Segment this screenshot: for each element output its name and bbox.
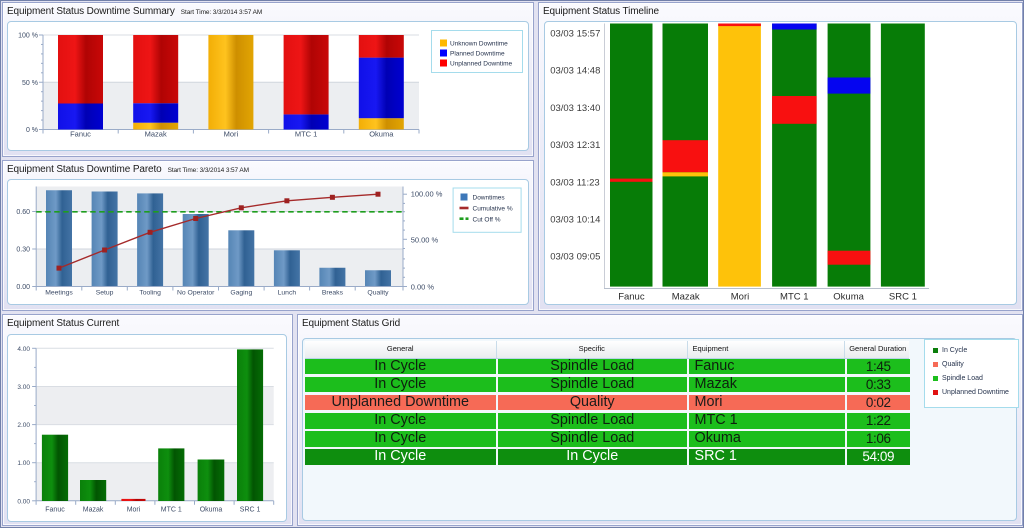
svg-text:50.00 %: 50.00 % bbox=[411, 236, 439, 245]
svg-text:Lunch: Lunch bbox=[278, 290, 297, 297]
svg-text:Quality: Quality bbox=[367, 290, 389, 297]
svg-text:No Operator: No Operator bbox=[177, 290, 215, 297]
svg-text:0.00: 0.00 bbox=[17, 498, 30, 505]
svg-text:Gaging: Gaging bbox=[230, 290, 252, 297]
svg-text:0.30: 0.30 bbox=[16, 247, 30, 254]
svg-text:50 %: 50 % bbox=[22, 80, 38, 87]
svg-text:0 %: 0 % bbox=[26, 127, 38, 134]
svg-text:Okuma: Okuma bbox=[833, 292, 864, 303]
svg-text:4.00: 4.00 bbox=[17, 346, 30, 353]
svg-text:Mazak: Mazak bbox=[672, 292, 700, 303]
svg-text:100.00 %: 100.00 % bbox=[411, 190, 443, 199]
svg-text:100 %: 100 % bbox=[18, 33, 38, 40]
svg-text:Cumulative %: Cumulative % bbox=[473, 206, 513, 213]
svg-text:Mori: Mori bbox=[731, 292, 749, 303]
svg-text:1.00: 1.00 bbox=[17, 460, 30, 467]
svg-text:03/03 12:31: 03/03 12:31 bbox=[550, 140, 600, 151]
svg-text:SRC 1: SRC 1 bbox=[889, 292, 917, 303]
svg-text:Planned Downtime: Planned Downtime bbox=[450, 51, 505, 58]
svg-text:03/03 13:40: 03/03 13:40 bbox=[550, 103, 600, 114]
svg-text:Unplanned Downtime: Unplanned Downtime bbox=[450, 61, 513, 68]
svg-text:Fanuc: Fanuc bbox=[70, 130, 91, 139]
svg-text:SRC 1: SRC 1 bbox=[240, 507, 261, 514]
svg-text:Setup: Setup bbox=[96, 290, 114, 297]
svg-text:Fanuc: Fanuc bbox=[618, 292, 645, 303]
svg-text:03/03 15:57: 03/03 15:57 bbox=[550, 29, 600, 40]
svg-text:Meetings: Meetings bbox=[45, 290, 73, 297]
svg-text:Mori: Mori bbox=[224, 130, 239, 139]
svg-text:Okuma: Okuma bbox=[200, 507, 223, 514]
svg-text:03/03 14:48: 03/03 14:48 bbox=[550, 66, 600, 77]
svg-text:MTC 1: MTC 1 bbox=[295, 130, 318, 139]
svg-text:MTC 1: MTC 1 bbox=[780, 292, 809, 303]
svg-text:2.00: 2.00 bbox=[17, 422, 30, 429]
svg-text:Okuma: Okuma bbox=[369, 130, 394, 139]
svg-text:Mazak: Mazak bbox=[83, 507, 104, 514]
svg-text:Fanuc: Fanuc bbox=[45, 507, 65, 514]
svg-text:Tooling: Tooling bbox=[139, 290, 161, 297]
svg-text:03/03 11:23: 03/03 11:23 bbox=[550, 177, 599, 188]
svg-text:03/03 09:05: 03/03 09:05 bbox=[550, 252, 600, 263]
svg-text:0.60: 0.60 bbox=[16, 209, 30, 216]
svg-text:0.00: 0.00 bbox=[16, 284, 30, 291]
svg-text:03/03 10:14: 03/03 10:14 bbox=[550, 215, 600, 226]
svg-text:Downtimes: Downtimes bbox=[473, 195, 506, 202]
svg-text:Mazak: Mazak bbox=[145, 130, 167, 139]
svg-text:0.00 %: 0.00 % bbox=[411, 283, 435, 292]
svg-text:Unknown Downtime: Unknown Downtime bbox=[450, 41, 508, 48]
svg-text:Breaks: Breaks bbox=[322, 290, 344, 297]
svg-text:Mori: Mori bbox=[127, 507, 141, 514]
svg-text:MTC 1: MTC 1 bbox=[161, 507, 182, 514]
svg-text:Cut Off %: Cut Off % bbox=[473, 217, 501, 224]
svg-text:3.00: 3.00 bbox=[17, 384, 30, 391]
